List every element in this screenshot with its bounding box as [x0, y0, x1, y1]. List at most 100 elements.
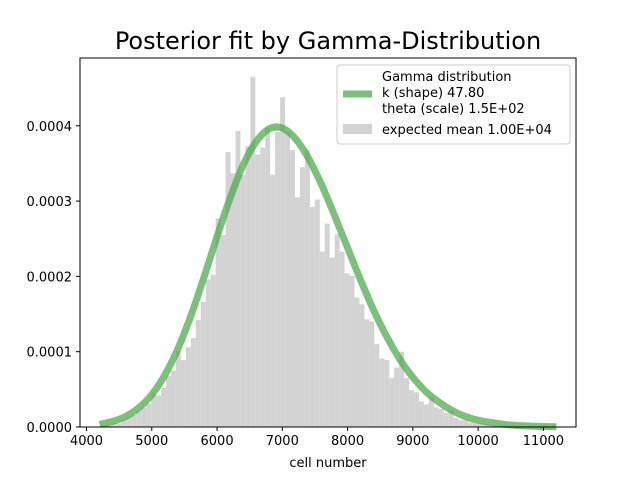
x-tick-label: 9000 [396, 434, 429, 449]
histogram-bar [319, 251, 325, 427]
histogram-bar [294, 197, 300, 427]
histogram-bar [111, 423, 117, 427]
histogram-bar [309, 207, 315, 427]
legend-gamma-line-2: k (shape) 47.80 [382, 86, 484, 101]
x-tick-label: 8000 [331, 434, 364, 449]
legend-box [336, 64, 571, 145]
histogram-bar [399, 351, 405, 427]
y-axis: 0.0000 0.0001 0.0002 0.0003 0.0004 [27, 120, 80, 436]
histogram-bar [418, 401, 424, 427]
histogram-bar [478, 423, 484, 427]
y-tick-label: 0.0003 [27, 195, 73, 210]
gamma-fit-line [98, 123, 557, 431]
histogram-bar [314, 199, 320, 427]
histogram-bars [101, 76, 548, 428]
histogram-bar [483, 423, 489, 427]
histogram-bar [161, 387, 167, 427]
histogram-bar [215, 218, 221, 427]
histogram-bar [131, 414, 137, 427]
histogram-bar [280, 97, 286, 427]
x-axis-label: cell number [289, 456, 367, 471]
histogram-bar [423, 404, 429, 427]
histogram-bar [463, 420, 469, 427]
histogram-bar [329, 257, 335, 427]
histogram-bar [359, 304, 365, 427]
histogram-bar [349, 275, 355, 427]
histogram-bar [235, 131, 241, 428]
histogram-bar [175, 350, 181, 427]
histogram-bar [270, 174, 276, 427]
y-tick-label: 0.0000 [27, 421, 73, 436]
legend-histogram-swatch [343, 124, 372, 134]
histogram-bar [146, 403, 152, 427]
histogram-bar [369, 321, 375, 427]
histogram-bar [339, 251, 345, 427]
histogram-bar [394, 367, 400, 427]
histogram-bar [255, 154, 261, 427]
plot-frame [79, 57, 577, 428]
histogram-bar [404, 378, 410, 427]
histogram-bar [304, 149, 310, 427]
histogram-bar [265, 128, 271, 427]
histogram-bar [364, 319, 370, 427]
x-tick-label: 6000 [201, 434, 234, 449]
histogram-bar [180, 359, 186, 427]
histogram-bar [260, 147, 266, 428]
histogram-bar [409, 390, 415, 427]
histogram-bar [379, 358, 385, 427]
histogram-bar [126, 417, 132, 427]
histogram-bar [250, 76, 256, 427]
histogram-bar [374, 344, 380, 427]
histogram-bar [285, 131, 291, 428]
histogram-bar [170, 370, 176, 427]
histogram-bar [245, 146, 251, 428]
histogram-bar [468, 422, 474, 427]
histogram-bar [136, 411, 142, 427]
histogram-bar [443, 412, 449, 427]
histogram-bar [453, 417, 459, 427]
legend: Gamma distribution k (shape) 47.80 theta… [336, 64, 571, 145]
histogram-bar [230, 173, 236, 427]
x-tick-label: 11000 [523, 434, 564, 449]
x-axis: 4000 5000 6000 7000 8000 9000 10000 11000 [70, 427, 564, 449]
histogram-bar [344, 273, 350, 427]
histogram-bar [200, 301, 206, 427]
y-tick-label: 0.0004 [27, 120, 73, 135]
legend-histogram-label: expected mean 1.00E+04 [382, 123, 552, 138]
histogram-bar [121, 420, 127, 427]
histogram-bar [448, 410, 454, 427]
histogram-bar [156, 395, 162, 427]
x-tick-label: 10000 [457, 434, 498, 449]
legend-gamma-line-3: theta (scale) 1.5E+02 [382, 102, 525, 117]
histogram-bar [428, 396, 434, 427]
histogram-bar [190, 338, 196, 427]
histogram-bar [141, 407, 147, 427]
histogram-bar [290, 149, 295, 427]
histogram-bar [414, 392, 419, 427]
histogram-bar [433, 407, 439, 427]
histogram-bar [354, 297, 360, 427]
legend-gamma-line-1: Gamma distribution [382, 70, 512, 85]
histogram-bar [389, 378, 395, 427]
histogram-bar [458, 420, 464, 427]
histogram-bar [473, 423, 479, 427]
histogram-bar [438, 408, 444, 427]
histogram-bar [106, 425, 112, 427]
histogram-bar [151, 393, 157, 427]
histogram-bar [324, 223, 330, 427]
histogram-bar [210, 274, 216, 427]
histogram-bar [166, 375, 171, 427]
histogram-bar [240, 174, 246, 427]
chart-title: Posterior fit by Gamma-Distribution [115, 27, 541, 55]
histogram-bar [299, 167, 305, 427]
histogram-bar [195, 320, 201, 427]
x-tick-label: 5000 [135, 434, 168, 449]
y-tick-label: 0.0001 [27, 346, 73, 361]
histogram-bar [220, 234, 226, 427]
histogram-bar [275, 131, 281, 428]
x-tick-label: 4000 [70, 434, 103, 449]
histogram-bar [205, 279, 211, 427]
histogram-bar [185, 347, 191, 427]
histogram-bar [225, 152, 231, 427]
